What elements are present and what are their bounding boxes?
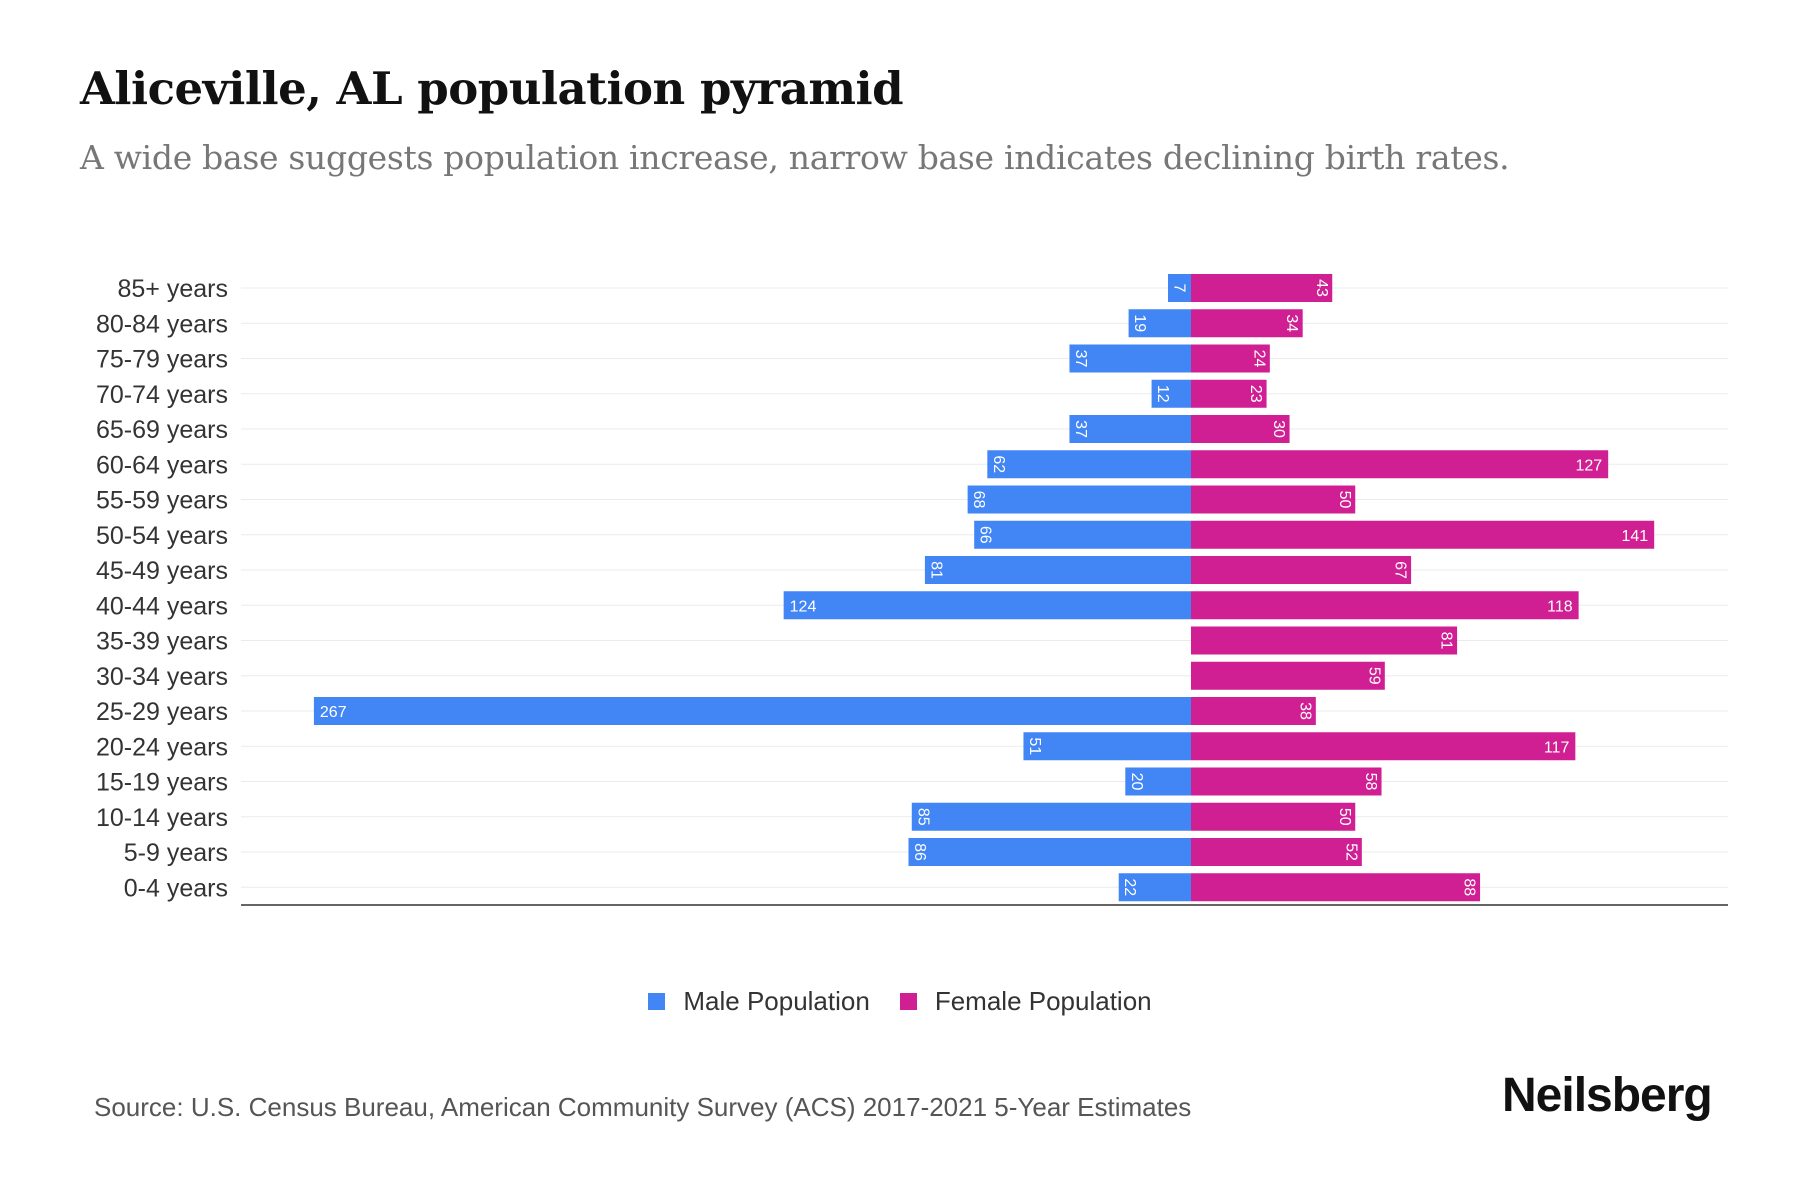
- y-tick-label: 85+ years: [118, 275, 229, 303]
- data-label: 118: [1547, 598, 1573, 615]
- male-bar: [1069, 344, 1191, 373]
- legend-label-male: Male Population: [683, 986, 870, 1016]
- data-label: 58: [1362, 773, 1379, 791]
- data-label: 19: [1131, 314, 1148, 332]
- female-bar: [1191, 520, 1655, 549]
- male-bar: [911, 802, 1191, 831]
- y-tick-label: 50-54 years: [96, 522, 228, 550]
- male-bar: [313, 697, 1191, 725]
- legend-swatch-female: [899, 993, 917, 1010]
- data-label: 51: [1026, 737, 1043, 755]
- data-label: 68: [970, 491, 987, 509]
- male-bar: [1069, 415, 1191, 443]
- data-label: 37: [1072, 350, 1089, 368]
- data-label: 81: [927, 561, 944, 579]
- female-bar: [1191, 802, 1356, 831]
- y-tick-label: 80-84 years: [96, 310, 228, 338]
- y-tick-label: 0-4 years: [124, 874, 228, 902]
- y-tick-label: 45-49 years: [96, 557, 228, 585]
- male-bar: [908, 838, 1191, 866]
- data-label: 52: [1342, 843, 1359, 861]
- data-label: 81: [1438, 632, 1455, 650]
- data-label: 88: [1461, 878, 1478, 896]
- male-bar: [1168, 274, 1191, 302]
- data-label: 50: [1336, 491, 1353, 509]
- male-bar: [987, 450, 1191, 479]
- female-bar: [1191, 626, 1458, 655]
- data-label: 62: [990, 455, 1007, 473]
- neilsberg-logo: Neilsberg: [1502, 1069, 1713, 1122]
- y-tick-label: 5-9 years: [124, 839, 228, 867]
- data-label: 22: [1121, 878, 1138, 896]
- male-bar: [924, 556, 1191, 584]
- female-bar: [1191, 379, 1267, 408]
- data-label: 38: [1296, 702, 1313, 720]
- data-label: 66: [977, 526, 994, 544]
- data-label: 20: [1128, 773, 1145, 791]
- male-bar: [974, 520, 1191, 549]
- female-bar: [1191, 274, 1333, 302]
- data-label: 12: [1154, 385, 1171, 403]
- male-bar: [967, 485, 1191, 514]
- legend-item-male: Male Population: [648, 986, 870, 1017]
- y-tick-label: 55-59 years: [96, 487, 228, 515]
- female-bar: [1191, 732, 1576, 761]
- data-label: 30: [1270, 420, 1287, 438]
- data-label: 37: [1072, 420, 1089, 438]
- source-note: Source: U.S. Census Bureau, American Com…: [94, 1092, 1192, 1122]
- y-tick-label: 30-34 years: [96, 663, 228, 691]
- y-tick-label: 25-29 years: [96, 698, 228, 726]
- male-bar: [1118, 873, 1191, 902]
- female-bar: [1191, 556, 1412, 584]
- male-bar: [783, 591, 1191, 620]
- data-label: 7: [1171, 284, 1188, 293]
- y-tick-label: 20-24 years: [96, 733, 228, 761]
- male-bar: [1151, 379, 1191, 408]
- data-label: 59: [1365, 667, 1382, 685]
- data-label: 34: [1283, 314, 1300, 332]
- data-label: 124: [790, 598, 817, 615]
- female-bar: [1191, 344, 1270, 373]
- female-bar: [1191, 415, 1290, 443]
- female-bar: [1191, 591, 1579, 620]
- y-tick-label: 40-44 years: [96, 592, 228, 620]
- chart-title: Aliceville, AL population pyramid: [80, 62, 904, 115]
- data-label: 117: [1544, 739, 1570, 756]
- data-label: 23: [1247, 385, 1264, 403]
- female-bar: [1191, 661, 1385, 690]
- data-label: 267: [320, 704, 347, 721]
- data-label: 85: [914, 808, 931, 826]
- y-tick-label: 10-14 years: [96, 804, 228, 832]
- y-tick-label: 75-79 years: [96, 346, 228, 374]
- legend: Male Population Female Population: [0, 986, 1800, 1017]
- data-label: 141: [1621, 528, 1648, 545]
- legend-label-female: Female Population: [934, 986, 1152, 1016]
- y-tick-label: 60-64 years: [96, 451, 228, 479]
- male-bar: [1125, 767, 1191, 796]
- data-label: 24: [1250, 350, 1267, 368]
- female-bar: [1191, 309, 1303, 338]
- female-bar: [1191, 838, 1362, 866]
- legend-swatch-male: [648, 993, 666, 1010]
- female-bar: [1191, 767, 1382, 796]
- data-label: 86: [911, 843, 928, 861]
- data-label: 67: [1392, 561, 1409, 579]
- legend-item-female: Female Population: [899, 986, 1152, 1017]
- y-tick-label: 15-19 years: [96, 769, 228, 797]
- y-tick-label: 65-69 years: [96, 416, 228, 444]
- data-label: 43: [1313, 279, 1330, 297]
- female-bar: [1191, 697, 1316, 725]
- chart-subtitle: A wide base suggests population increase…: [80, 138, 1510, 177]
- female-bar: [1191, 450, 1609, 479]
- male-bar: [1128, 309, 1191, 338]
- female-bar: [1191, 485, 1356, 514]
- y-tick-label: 70-74 years: [96, 381, 228, 409]
- male-bar: [1023, 732, 1191, 761]
- data-label: 50: [1336, 808, 1353, 826]
- data-label: 127: [1575, 457, 1602, 474]
- female-bar: [1191, 873, 1481, 902]
- y-tick-label: 35-39 years: [96, 628, 228, 656]
